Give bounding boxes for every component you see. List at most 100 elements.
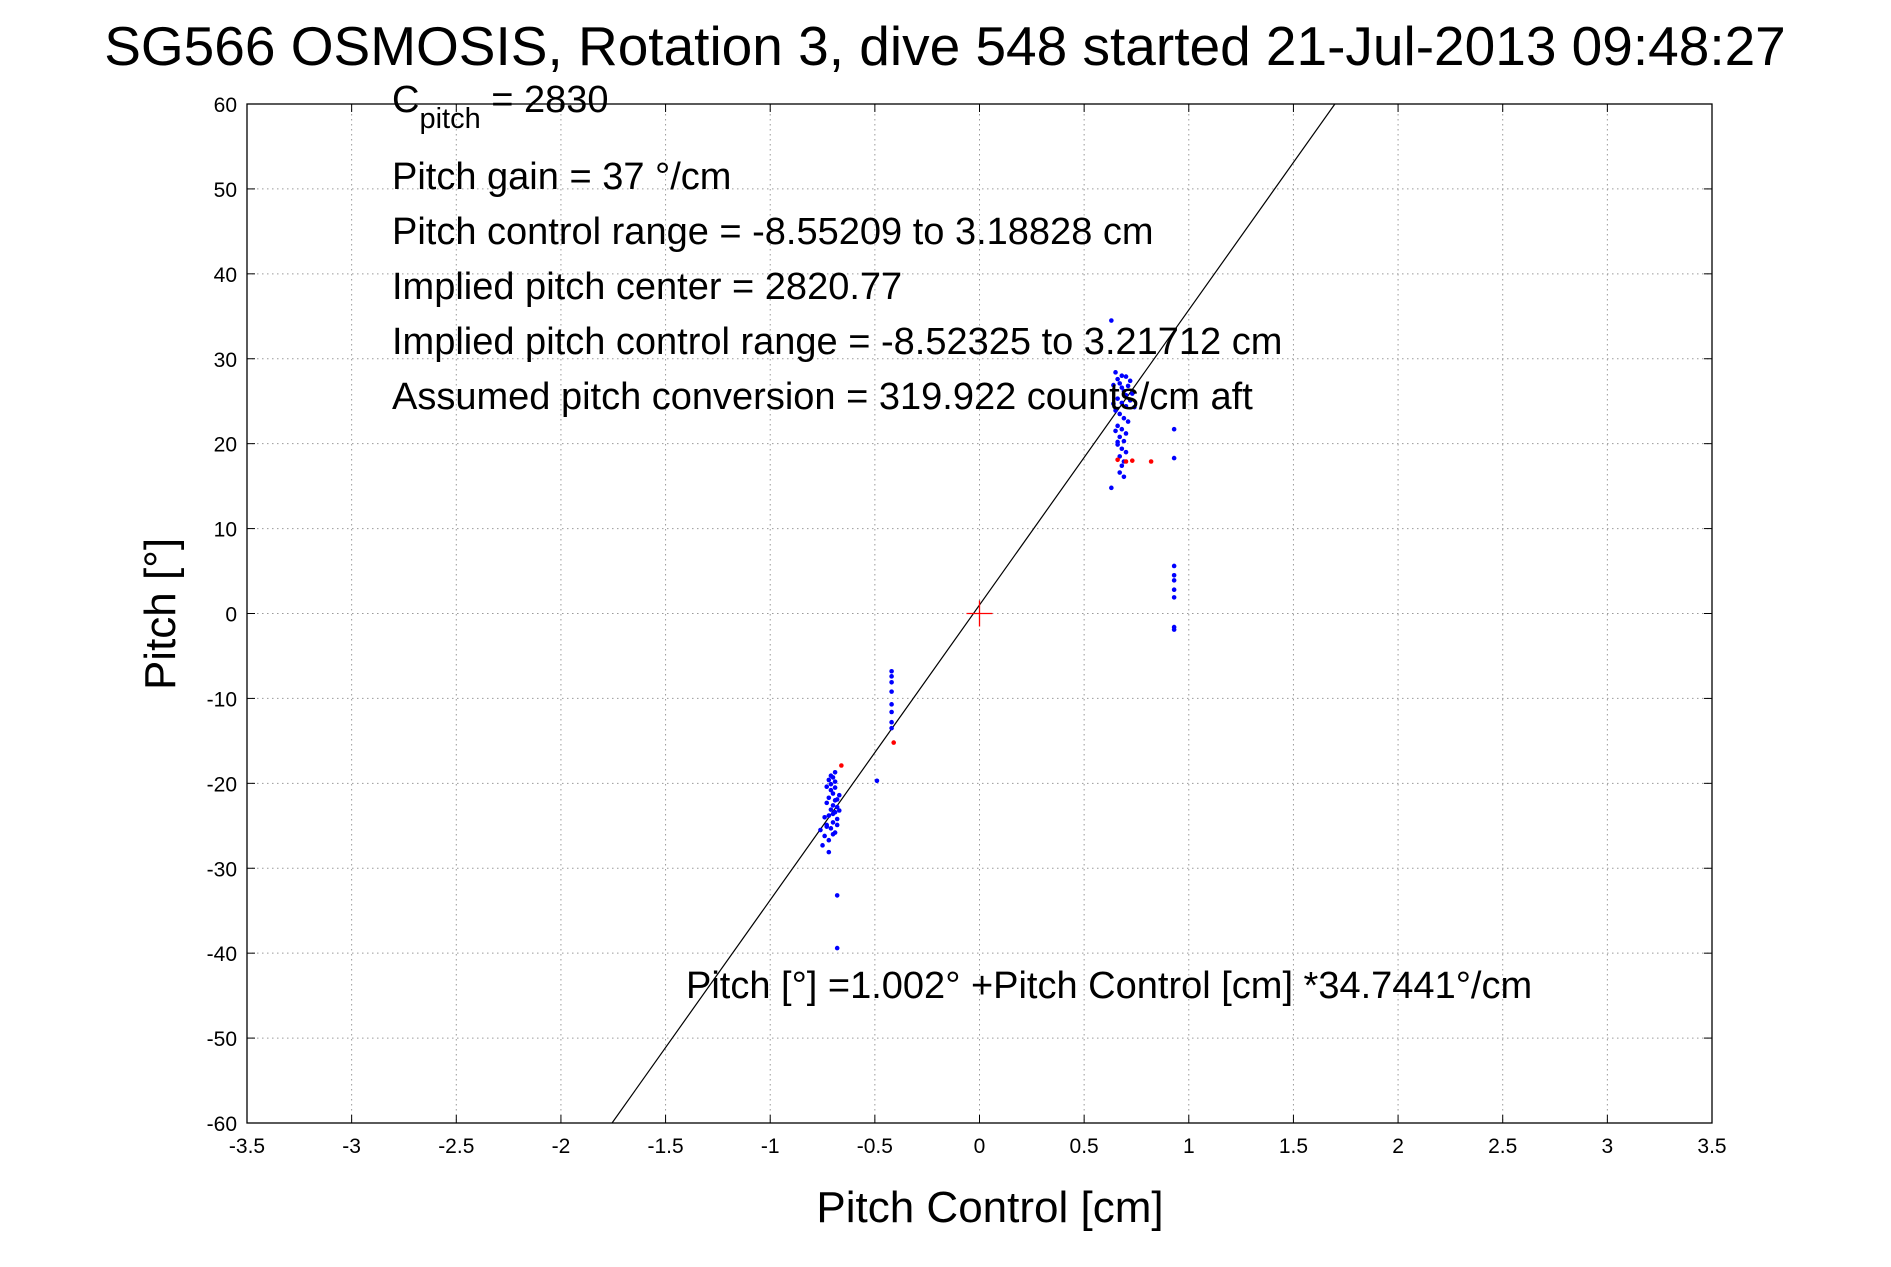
y-tick-label: 30 — [214, 349, 237, 372]
data-point — [1127, 398, 1133, 403]
data-point — [1171, 455, 1177, 461]
data-point — [828, 807, 834, 812]
data-point — [826, 849, 832, 855]
cpitch-subscript: pitch — [419, 103, 480, 135]
data-point — [834, 822, 840, 828]
data-point — [1148, 459, 1154, 464]
data-point — [830, 831, 836, 837]
data-point — [1171, 426, 1177, 432]
data-point — [889, 719, 894, 725]
data-point — [1115, 457, 1120, 463]
data-point — [1119, 446, 1125, 452]
implied-range-annotation: Implied pitch control range = -8.52325 t… — [392, 321, 1282, 363]
data-point — [836, 808, 842, 813]
cpitch-base: C — [392, 79, 419, 121]
data-point — [834, 945, 840, 951]
data-point — [1123, 374, 1129, 379]
data-point — [1119, 400, 1125, 406]
data-point — [822, 815, 827, 820]
data-point — [834, 893, 840, 898]
x-tick-label: 2.5 — [1488, 1135, 1517, 1158]
data-point — [889, 674, 894, 679]
data-point — [1121, 388, 1127, 394]
data-point — [1123, 431, 1129, 436]
x-tick-label: -2 — [552, 1135, 571, 1158]
data-point — [1123, 459, 1129, 464]
data-point — [830, 803, 836, 808]
data-point — [826, 837, 832, 843]
y-tick-label: 10 — [214, 519, 237, 542]
data-point — [889, 725, 894, 731]
data-point — [1113, 428, 1118, 434]
y-tick-label: 60 — [214, 94, 237, 117]
data-point — [1113, 370, 1118, 375]
data-point — [832, 769, 838, 775]
data-point — [1123, 392, 1129, 398]
data-point — [1115, 439, 1120, 445]
cpitch-annotation: Cpitch = 2830 — [392, 79, 609, 135]
x-tick-label: 2 — [1392, 1135, 1404, 1158]
data-point — [1125, 419, 1131, 424]
data-point — [889, 702, 894, 707]
data-point — [1117, 470, 1123, 475]
data-point — [1123, 449, 1129, 455]
data-point — [1119, 463, 1125, 469]
data-point — [889, 668, 894, 674]
data-point — [1129, 458, 1135, 463]
x-tick-label: -0.5 — [857, 1135, 893, 1158]
data-point — [1121, 415, 1127, 421]
data-point — [889, 679, 894, 685]
data-point — [1115, 423, 1120, 429]
data-point — [824, 824, 830, 829]
data-point — [822, 833, 827, 839]
x-tick-label: -1.5 — [647, 1135, 683, 1158]
data-point — [889, 689, 894, 694]
data-point — [832, 785, 838, 790]
data-point — [1109, 485, 1114, 491]
tick-marks — [246, 103, 1713, 1124]
data-point — [1123, 404, 1129, 409]
data-point — [820, 843, 825, 848]
data-point — [834, 816, 840, 822]
data-point — [828, 781, 834, 787]
x-tick-label: 1 — [1183, 1135, 1195, 1158]
x-tick-label: 1.5 — [1279, 1135, 1308, 1158]
data-point — [1117, 434, 1123, 440]
data-point — [826, 795, 832, 801]
pitch-gain-annotation: Pitch gain = 37 °/cm — [392, 156, 731, 198]
data-points — [818, 318, 1177, 951]
data-point — [1125, 383, 1131, 389]
data-point — [1111, 401, 1116, 407]
data-point — [836, 792, 842, 798]
data-point — [826, 813, 832, 818]
data-point — [824, 784, 830, 790]
x-tick-label: -3 — [342, 1135, 361, 1158]
data-point — [1109, 318, 1114, 323]
fit-equation-annotation: Pitch [°] =1.002° +Pitch Control [cm] *3… — [686, 965, 1532, 1007]
data-point — [1117, 411, 1123, 417]
y-axis-label: Pitch [°] — [136, 538, 185, 690]
data-point — [1127, 378, 1133, 384]
data-point — [828, 787, 834, 793]
x-tick-label: 0 — [974, 1135, 986, 1158]
x-tick-label: 3.5 — [1697, 1135, 1726, 1158]
y-tick-label: -20 — [207, 773, 237, 796]
implied-center-annotation: Implied pitch center = 2820.77 — [392, 266, 902, 308]
y-tick-label: 0 — [225, 604, 237, 627]
data-point — [1117, 381, 1123, 386]
data-point — [1171, 595, 1177, 600]
control-range-annotation: Pitch control range = -8.55209 to 3.1882… — [392, 211, 1154, 253]
data-point — [1113, 408, 1118, 413]
data-point — [1115, 376, 1120, 382]
data-point — [1115, 396, 1120, 401]
data-point — [830, 811, 836, 817]
data-point — [1119, 426, 1125, 432]
center-marker-group — [966, 600, 993, 627]
data-point — [891, 740, 896, 745]
grid-lines — [247, 104, 1712, 1123]
y-tick-label: -60 — [207, 1113, 237, 1136]
y-tick-label: 40 — [214, 264, 237, 287]
x-tick-label: -2.5 — [438, 1135, 474, 1158]
